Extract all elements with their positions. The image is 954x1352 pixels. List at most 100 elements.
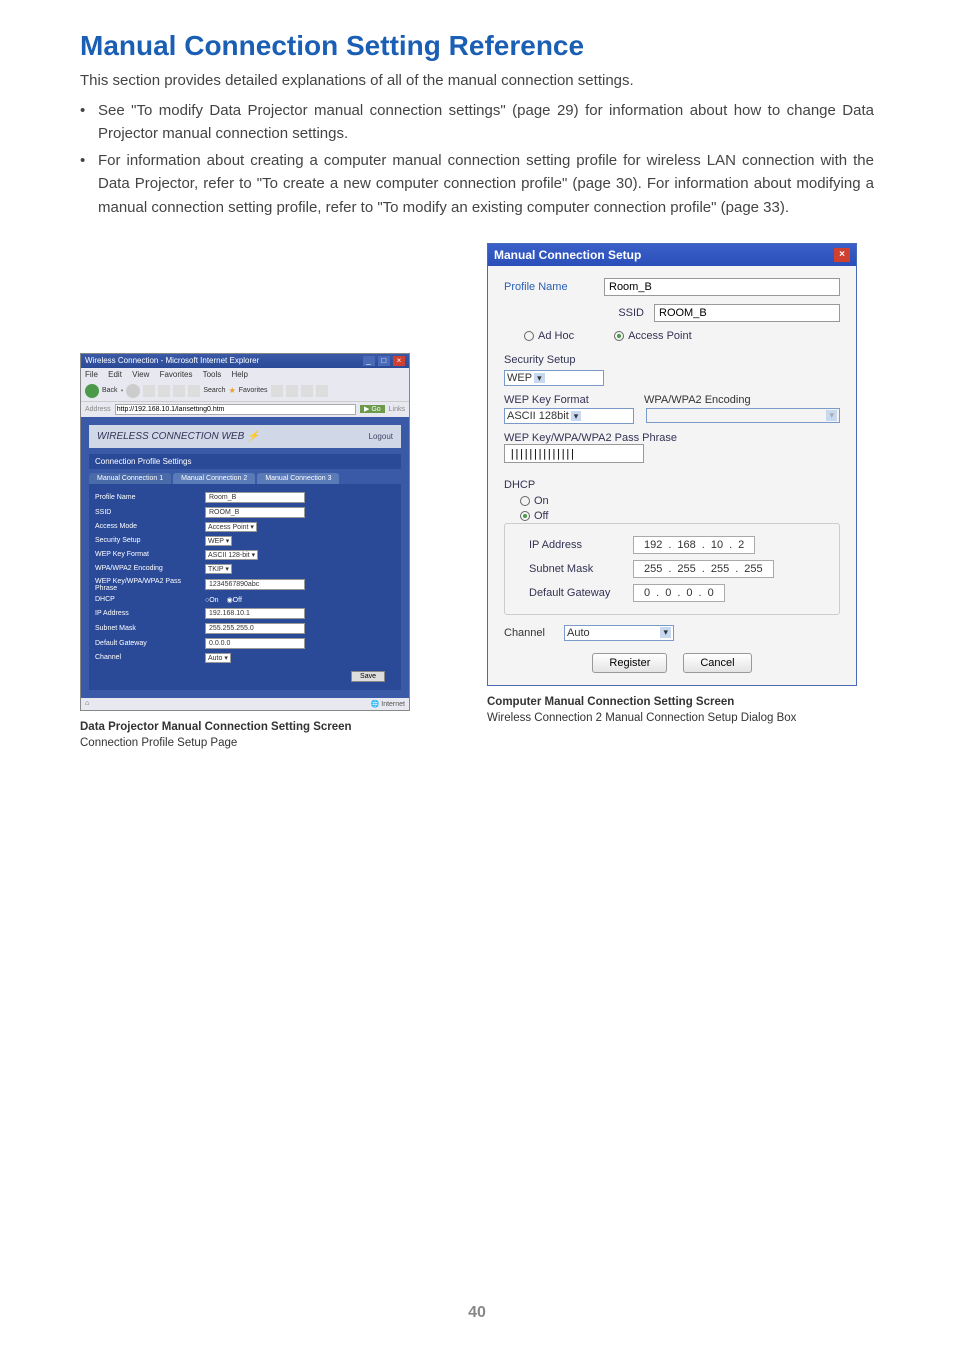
intro-text: This section provides detailed explanati… [80, 70, 874, 93]
close-icon[interactable]: × [393, 356, 405, 366]
lbl-security: Security Setup [95, 537, 205, 544]
menu-edit[interactable]: Edit [108, 370, 122, 379]
maximize-icon[interactable]: □ [378, 356, 390, 366]
right-caption: Computer Manual Connection Setting Scree… [487, 694, 874, 726]
close-icon[interactable]: × [834, 248, 850, 262]
lbl-wpaenc: WPA/WPA2 Encoding [95, 565, 205, 572]
ie-menu: File Edit View Favorites Tools Help [81, 368, 409, 381]
menu-fav[interactable]: Favorites [160, 370, 193, 379]
channel-label: Channel [504, 627, 564, 639]
select-mode[interactable]: Access Point ▾ [205, 522, 257, 532]
lbl-pass: WEP Key/WPA/WPA2 Pass Phrase [95, 578, 205, 592]
select-security[interactable]: WEP ▾ [205, 536, 232, 546]
dhcp-off-radio[interactable]: Off [520, 510, 840, 522]
history-icon[interactable] [286, 385, 298, 397]
wepformat-label: WEP Key Format [504, 394, 644, 406]
go-button[interactable]: ▶ Go [360, 405, 385, 413]
passphrase-label: WEP Key/WPA/WPA2 Pass Phrase [504, 432, 840, 444]
ie-title: Wireless Connection - Microsoft Internet… [85, 356, 259, 365]
minimize-icon[interactable]: _ [363, 356, 375, 366]
ip-input[interactable]: 192.168.10.2 [633, 536, 755, 554]
links-label: Links [389, 406, 405, 413]
lbl-ip: IP Address [95, 610, 205, 617]
back-label: Back [102, 387, 118, 394]
ssid-input[interactable] [654, 304, 840, 322]
dhcp-on-radio[interactable]: On [520, 495, 840, 507]
home-icon[interactable] [173, 385, 185, 397]
subnet-input[interactable]: 255.255.255.255 [633, 560, 774, 578]
tab-manual-2[interactable]: Manual Connection 2 [173, 473, 255, 484]
wepformat-select[interactable]: ASCII 128bit▾ [504, 408, 634, 424]
gateway-label: Default Gateway [513, 587, 633, 599]
channel-select[interactable]: Auto▾ [564, 625, 674, 641]
register-button[interactable]: Register [592, 653, 667, 673]
lbl-wepformat: WEP Key Format [95, 551, 205, 558]
select-channel[interactable]: Auto ▾ [205, 653, 231, 663]
tab-manual-3[interactable]: Manual Connection 3 [257, 473, 339, 484]
refresh-icon[interactable] [158, 385, 170, 397]
select-wpaenc[interactable]: TKIP ▾ [205, 564, 232, 574]
right-caption-sub: Wireless Connection 2 Manual Connection … [487, 710, 874, 726]
window-controls: _ □ × [362, 356, 405, 366]
ie-address-bar: Address ▶ Go Links [81, 402, 409, 417]
ssid-label: SSID [604, 307, 654, 319]
lbl-gateway: Default Gateway [95, 640, 205, 647]
page-number: 40 [0, 1304, 954, 1322]
gateway-input[interactable]: 0.0.0.0 [633, 584, 725, 602]
bullet-2: For information about creating a compute… [98, 149, 874, 219]
chevron-down-icon: ▾ [534, 373, 545, 383]
menu-help[interactable]: Help [232, 370, 248, 379]
menu-tools[interactable]: Tools [203, 370, 222, 379]
ap-radio[interactable]: Access Point [614, 330, 692, 342]
address-label: Address [85, 406, 111, 413]
bullet-1: See "To modify Data Projector manual con… [98, 99, 874, 146]
forward-icon[interactable] [126, 384, 140, 398]
lbl-ssid: SSID [95, 509, 205, 516]
lbl-dhcp: DHCP [95, 596, 205, 603]
chevron-down-icon: ▾ [660, 627, 671, 638]
logout-link[interactable]: Logout [369, 432, 393, 441]
tab-manual-1[interactable]: Manual Connection 1 [89, 473, 171, 484]
status-right: 🌐 Internet [371, 700, 405, 708]
media-icon[interactable] [271, 385, 283, 397]
ip-label: IP Address [513, 539, 633, 551]
mail-icon[interactable] [301, 385, 313, 397]
ie-page-header: WIRELESS CONNECTION WEB ⚡ Logout [89, 425, 401, 448]
ie-titlebar: Wireless Connection - Microsoft Internet… [81, 354, 409, 368]
page-title: Manual Connection Setting Reference [80, 30, 874, 62]
select-wepformat[interactable]: ASCII 128-bit ▾ [205, 550, 258, 560]
profile-label: Profile Name [504, 281, 604, 293]
wpaenc-select[interactable]: ▾ [646, 408, 840, 423]
input-ip[interactable]: 192.168.10.1 [205, 608, 305, 619]
radio-dhcp[interactable]: ○On◉Off [205, 596, 250, 604]
save-button[interactable]: Save [351, 671, 385, 682]
security-select[interactable]: WEP▾ [504, 370, 604, 386]
fav-label: Favorites [239, 387, 268, 394]
menu-file[interactable]: File [85, 370, 98, 379]
profile-input[interactable] [604, 278, 840, 296]
print-icon[interactable] [316, 385, 328, 397]
left-caption-sub: Connection Profile Setup Page [80, 735, 467, 751]
dialog-window: Manual Connection Setup × Profile Name S… [487, 243, 857, 686]
wpaenc-label: WPA/WPA2 Encoding [644, 394, 840, 406]
dialog-titlebar: Manual Connection Setup × [488, 244, 856, 266]
back-icon[interactable] [85, 384, 99, 398]
search-label: Search [203, 387, 225, 394]
ie-window: Wireless Connection - Microsoft Internet… [80, 353, 410, 711]
input-subnet[interactable]: 255.255.255.0 [205, 623, 305, 634]
stop-icon[interactable] [143, 385, 155, 397]
passphrase-input[interactable] [504, 444, 644, 463]
search-icon[interactable] [188, 385, 200, 397]
input-gateway[interactable]: 0.0.0.0 [205, 638, 305, 649]
bullet-dot: • [80, 99, 98, 146]
status-left: ⌂ [85, 700, 89, 708]
dhcp-label: DHCP [504, 479, 840, 491]
input-profile[interactable]: Room_B [205, 492, 305, 503]
address-input[interactable] [115, 404, 356, 415]
favorites-icon[interactable]: ★ [229, 386, 236, 395]
adhoc-radio[interactable]: Ad Hoc [524, 330, 574, 342]
input-ssid[interactable]: ROOM_B [205, 507, 305, 518]
menu-view[interactable]: View [132, 370, 149, 379]
cancel-button[interactable]: Cancel [683, 653, 751, 673]
input-pass[interactable]: 1234567890abc [205, 579, 305, 590]
